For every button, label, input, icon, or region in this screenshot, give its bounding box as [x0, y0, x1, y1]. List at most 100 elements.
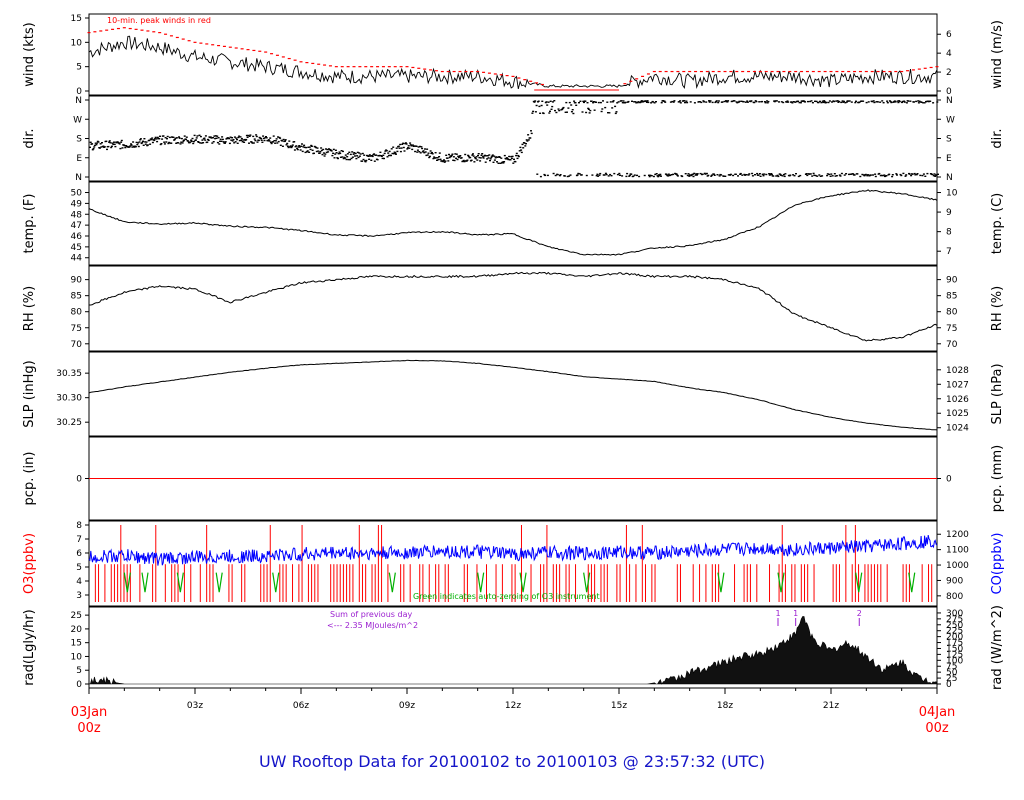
dir-point [667, 175, 670, 177]
dir-point [826, 174, 829, 177]
dir-point [235, 137, 238, 139]
ylabel-left: pcp. (in) [22, 452, 37, 506]
dir-point [703, 101, 706, 103]
dir-point [297, 146, 300, 148]
dir-point [416, 151, 419, 153]
dir-point [544, 174, 547, 177]
dir-point [108, 141, 111, 143]
dir-point [93, 146, 96, 148]
dir-point [521, 143, 524, 146]
dir-point [529, 137, 532, 139]
dir-point [406, 148, 409, 150]
dir-point [260, 139, 263, 141]
dir-point [415, 145, 418, 147]
dir-point [422, 150, 425, 152]
ytick-label-left: N [75, 173, 82, 183]
dir-point [755, 100, 758, 103]
dir-point [302, 146, 305, 148]
dir-point [825, 101, 828, 104]
dir-point [770, 173, 773, 176]
o3-zero-mark [583, 572, 591, 593]
ytick-label-right: 1000 [946, 561, 969, 571]
ytick-label-left: 3 [76, 591, 82, 601]
dir-point [413, 145, 416, 147]
dir-point [700, 101, 703, 104]
dir-point [344, 154, 347, 156]
dir-point [531, 112, 534, 114]
dir-point [723, 100, 726, 103]
dir-point [457, 156, 460, 159]
dir-point [120, 141, 123, 143]
dir-point [888, 173, 891, 175]
dir-point [198, 134, 201, 136]
ytick-label-right: 200 [946, 633, 963, 643]
dir-point [873, 101, 876, 104]
dir-point [621, 102, 624, 104]
dir-point [323, 155, 326, 157]
dir-point [586, 102, 589, 104]
ytick-label-right: 70 [946, 340, 958, 350]
dir-point [403, 150, 406, 152]
dir-point [845, 101, 848, 103]
dir-point [852, 173, 855, 175]
dir-point [604, 106, 607, 109]
dir-point [744, 174, 747, 176]
dir-point [632, 175, 635, 177]
dir-point [807, 100, 809, 103]
dir-point [308, 146, 311, 148]
dir-point [234, 141, 237, 143]
dir-point [185, 138, 188, 141]
dir-point [643, 100, 645, 102]
dir-point [500, 157, 503, 159]
dir-point [451, 153, 454, 155]
dir-point [775, 175, 778, 177]
ytick-label-left: 46 [71, 232, 83, 242]
dir-point [431, 153, 434, 155]
dir-point [349, 153, 352, 156]
panel-frame [88, 351, 938, 437]
ylabel-right: CO(ppbv) [990, 533, 1005, 595]
dir-point [240, 139, 243, 141]
dir-point [707, 174, 710, 177]
dir-point [289, 146, 291, 148]
dir-point [370, 159, 373, 161]
ytick-label-left: 49 [71, 199, 83, 209]
dir-point [557, 108, 560, 110]
o3-zero-mark [141, 572, 149, 593]
temp-series [88, 189, 938, 256]
dir-point [249, 134, 252, 136]
dir-point [658, 175, 661, 177]
dir-point [900, 174, 903, 177]
end-time-label: 00z [925, 721, 949, 736]
dir-point [248, 135, 251, 137]
dir-point [435, 157, 438, 159]
dir-point [426, 154, 429, 156]
dir-point [332, 152, 335, 154]
ylabel-right: RH (%) [990, 286, 1005, 331]
dir-point [890, 101, 893, 104]
dir-point [908, 173, 911, 175]
ytick-label-left: 44 [71, 254, 83, 264]
dir-point [871, 100, 874, 103]
dir-point [348, 151, 351, 153]
dir-point [669, 101, 672, 103]
dir-point [902, 172, 905, 175]
dir-point [603, 174, 606, 176]
dir-point [288, 140, 291, 142]
ytick-label-right: 2 [946, 68, 952, 78]
rad-mark: 1 [775, 609, 780, 618]
dir-point [299, 149, 302, 151]
dir-point [438, 152, 441, 154]
dir-point [736, 102, 739, 104]
dir-point [311, 149, 314, 151]
o3-zero-mark [908, 572, 916, 593]
dir-point [686, 101, 689, 104]
dir-point [861, 173, 864, 176]
peak-winds-note: 10-min. peak winds in red [107, 16, 211, 25]
dir-point [533, 101, 536, 103]
dir-point [203, 137, 206, 139]
dir-point [279, 137, 282, 139]
dir-point [384, 150, 387, 152]
dir-point [245, 138, 248, 141]
dir-point [273, 140, 276, 142]
